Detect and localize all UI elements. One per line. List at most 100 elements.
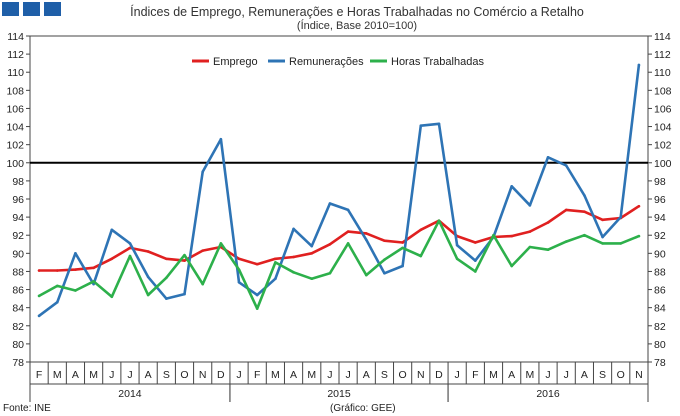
data-point-emprego [37,269,41,272]
x-month-label: M [525,369,534,381]
data-point-emprego [110,257,114,261]
data-point-remuneracoes [364,238,368,242]
x-month-label: S [163,369,170,381]
series-line-horas-trabalhadas [37,219,641,310]
x-month-label: J [564,369,569,381]
chart-credit: (Gráfico: GEE) [330,403,396,414]
y-tick-label-right: 78 [654,357,666,369]
data-point-horas-trabalhadas [564,240,568,243]
y-tick-label-right: 96 [654,194,666,206]
data-point-horas-trabalhadas [92,280,95,283]
data-point-remuneracoes [619,215,623,219]
data-point-horas-trabalhadas [274,261,277,264]
y-tick-label-left: 104 [6,122,24,134]
y-tick-label-left: 110 [7,67,24,79]
x-month-label: M [489,369,498,381]
x-month-label: F [36,369,42,381]
data-point-remuneracoes [510,185,513,188]
data-point-remuneracoes [328,202,332,205]
x-year-label: 2016 [536,388,560,400]
data-point-horas-trabalhadas [37,294,41,298]
data-point-remuneracoes [437,122,441,126]
y-tick-label-left: 78 [12,357,24,369]
data-point-remuneracoes [37,314,41,318]
data-point-horas-trabalhadas [74,289,77,292]
data-point-remuneracoes [146,275,150,279]
data-point-emprego [255,262,259,266]
y-tick-label-right: 100 [654,158,672,170]
data-point-emprego [583,210,586,213]
y-tick-label-left: 114 [7,31,24,43]
x-month-label: D [435,369,443,381]
legend-label-remuneracoes: Remunerações [289,56,364,68]
x-month-label: A [290,369,297,381]
y-axis-right: 78 80 82 84 86 88 90 92 94 96 98 100 102 104 106 108 110… [648,31,672,369]
data-point-remuneracoes [74,252,77,255]
data-point-horas-trabalhadas [510,264,513,268]
data-point-horas-trabalhadas [110,295,114,299]
y-tick-label-right: 92 [654,230,666,242]
x-month-label: M [307,369,316,381]
x-month-label: J [545,369,550,381]
x-month-label: J [345,369,350,381]
y-tick-label-left: 112 [7,49,24,61]
data-point-emprego [637,204,641,208]
data-point-remuneracoes [110,228,114,232]
data-point-emprego [474,241,477,244]
data-point-horas-trabalhadas [292,271,295,274]
data-point-horas-trabalhadas [601,242,604,245]
data-point-emprego [310,252,314,255]
y-tick-label-left: 108 [6,85,24,97]
data-point-emprego [328,242,332,246]
y-tick-label-right: 82 [654,321,666,333]
y-tick-label-right: 88 [654,266,666,278]
data-point-horas-trabalhadas [437,219,441,223]
y-tick-label-right: 86 [654,285,666,297]
x-month-label: J [109,369,114,381]
x-month-label: A [363,369,370,381]
y-tick-label-left: 106 [6,103,24,115]
x-month-label: O [617,369,625,381]
data-point-remuneracoes [583,194,586,197]
data-point-emprego [92,266,95,270]
data-point-horas-trabalhadas [310,277,314,280]
data-point-emprego [510,234,513,238]
x-month-label: N [635,369,643,381]
x-month-label: A [508,369,515,381]
data-point-emprego [401,241,404,244]
data-point-horas-trabalhadas [583,233,586,237]
data-point-horas-trabalhadas [237,268,241,271]
x-month-label: A [72,369,79,381]
data-point-emprego [165,257,168,261]
x-month-label: M [271,369,280,381]
x-month-label: J [327,369,332,381]
y-tick-label-right: 108 [654,85,672,97]
x-month-label: O [180,369,188,381]
data-point-remuneracoes [528,204,532,207]
y-tick-label-right: 84 [654,303,666,315]
data-point-remuneracoes [55,300,59,304]
plot-border [29,35,649,363]
data-point-horas-trabalhadas [401,246,404,250]
y-tick-label-left: 90 [12,248,24,260]
x-month-label: A [581,369,588,381]
series-lines [37,63,641,318]
y-tick-label-left: 98 [12,176,24,188]
header-square [23,2,40,16]
data-point-emprego [364,232,368,235]
series-line-remuneracoes [37,63,641,318]
y-axis-left: 78 80 82 84 86 88 90 92 94 96 98 100 102 104 106 108 110… [6,31,30,369]
data-point-horas-trabalhadas [128,254,132,258]
data-point-emprego [346,230,350,233]
data-point-remuneracoes [383,271,386,275]
legend: Emprego Remunerações Horas Trabalhadas [192,56,484,68]
x-month-label: D [217,369,225,381]
series-line-emprego [37,204,641,272]
data-point-horas-trabalhadas [183,253,186,257]
header-square [44,2,61,16]
y-tick-label-right: 110 [654,67,671,79]
data-point-horas-trabalhadas [255,307,259,310]
x-month-label: F [254,369,260,381]
data-point-horas-trabalhadas [55,284,59,288]
